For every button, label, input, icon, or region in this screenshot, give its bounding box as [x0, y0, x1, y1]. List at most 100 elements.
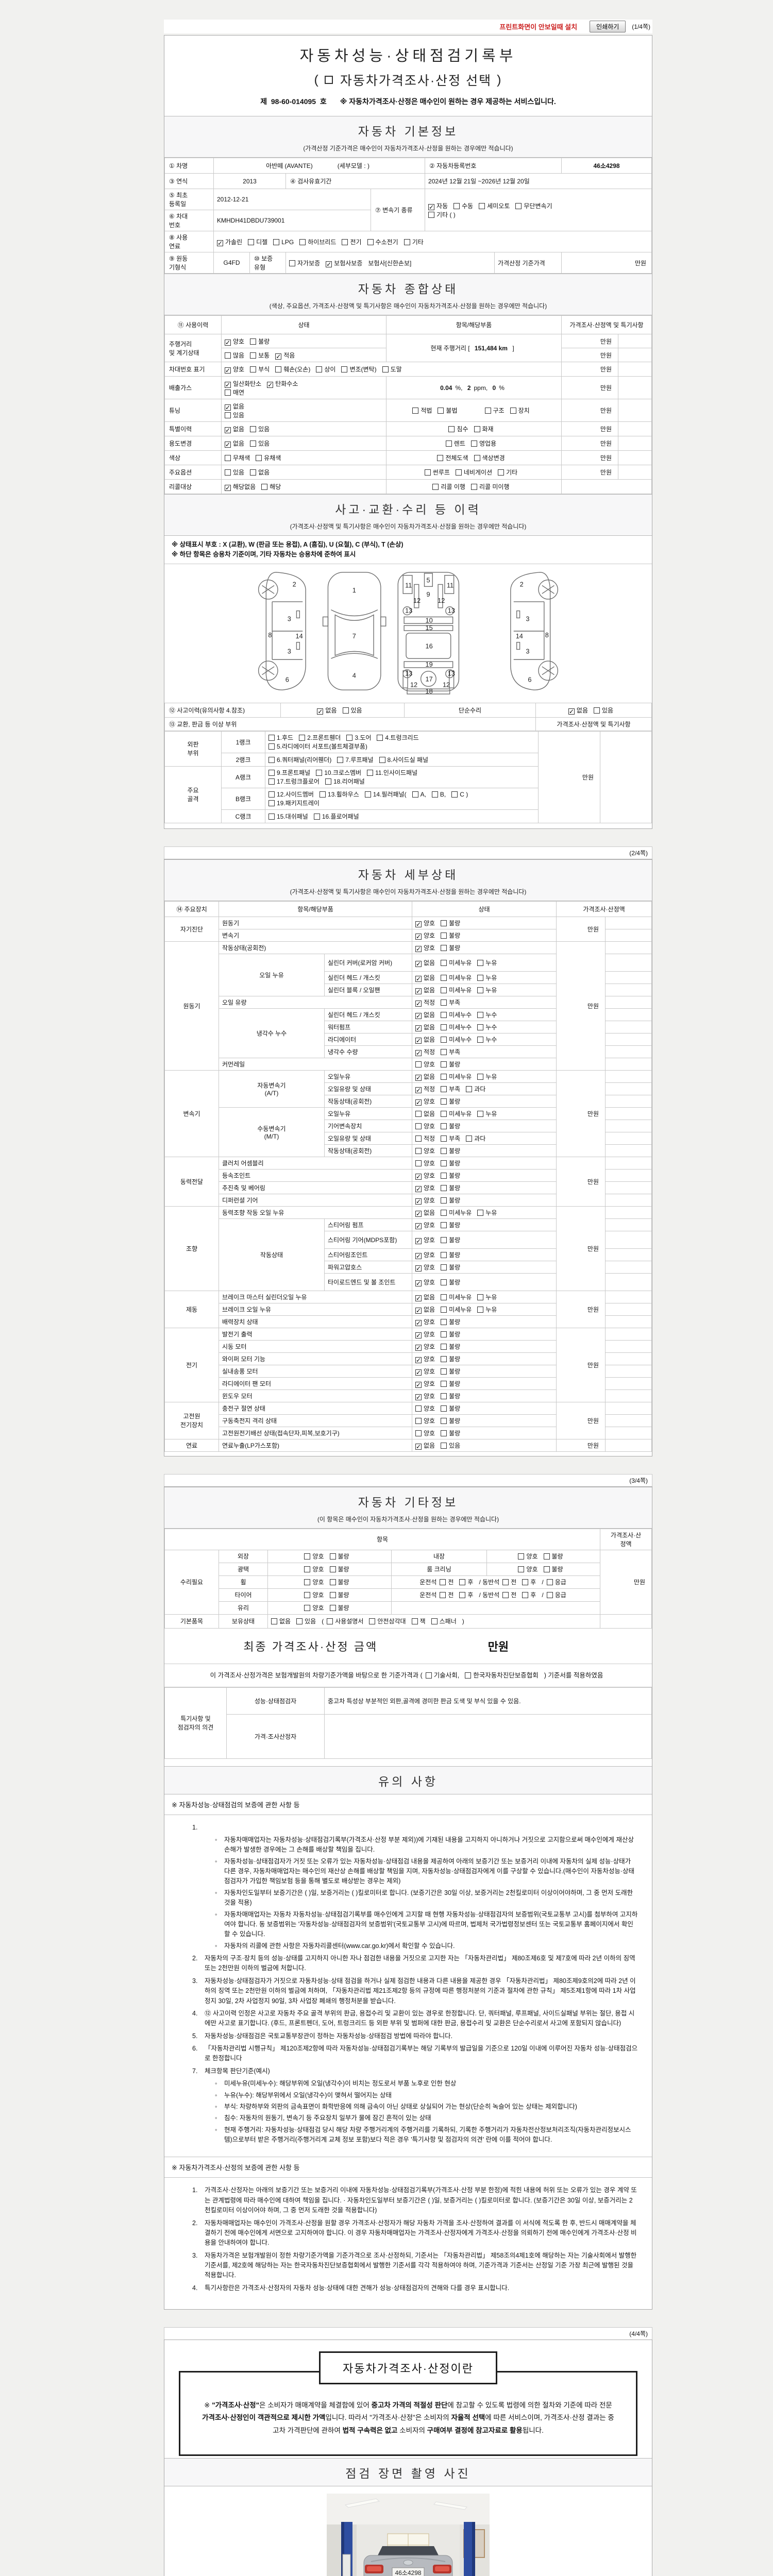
checkbox[interactable]: [225, 389, 231, 396]
checkbox[interactable]: [515, 202, 522, 209]
checkbox[interactable]: [441, 932, 447, 939]
checkbox[interactable]: [289, 260, 295, 266]
checkbox[interactable]: ✓: [326, 260, 332, 268]
checkbox[interactable]: [441, 1147, 447, 1154]
checkbox[interactable]: ✓: [415, 1012, 422, 1020]
checkbox[interactable]: [367, 770, 374, 776]
checkbox[interactable]: [369, 1618, 376, 1624]
checkbox[interactable]: [415, 1061, 422, 1067]
checkbox[interactable]: ✓: [415, 975, 422, 982]
checkbox[interactable]: [479, 202, 485, 209]
checkbox[interactable]: ✓: [415, 1037, 422, 1044]
checkbox[interactable]: [441, 1264, 447, 1270]
checkbox[interactable]: [465, 1672, 472, 1679]
checkbox[interactable]: ✓: [415, 1074, 422, 1081]
checkbox[interactable]: [404, 239, 410, 245]
checkbox[interactable]: [316, 366, 323, 372]
checkbox[interactable]: [441, 1236, 447, 1243]
checkbox[interactable]: [313, 813, 320, 820]
checkbox[interactable]: [329, 1566, 336, 1572]
checkbox[interactable]: [342, 707, 349, 714]
checkbox[interactable]: ✓: [415, 1319, 422, 1327]
checkbox[interactable]: [441, 999, 447, 1006]
checkbox[interactable]: [256, 455, 262, 461]
checkbox[interactable]: [477, 1294, 484, 1300]
checkbox[interactable]: ✓: [415, 1307, 422, 1314]
checkbox[interactable]: [466, 1135, 473, 1142]
checkbox[interactable]: [441, 1442, 447, 1449]
checkbox[interactable]: [441, 1086, 447, 1092]
checkbox[interactable]: [415, 1147, 422, 1154]
checkbox[interactable]: ✓: [415, 1294, 422, 1302]
checkbox[interactable]: [299, 735, 306, 741]
checkbox[interactable]: ✓: [568, 707, 575, 715]
checkbox[interactable]: ✓: [415, 1368, 422, 1376]
checkbox[interactable]: [445, 440, 452, 447]
checkbox[interactable]: [441, 1417, 447, 1424]
checkbox[interactable]: ✓: [415, 1086, 422, 1094]
checkbox[interactable]: [441, 1318, 447, 1325]
checkbox[interactable]: [437, 455, 444, 461]
checkbox[interactable]: [441, 1110, 447, 1117]
checkbox[interactable]: [250, 469, 257, 476]
checkbox[interactable]: [477, 1110, 484, 1117]
checkbox[interactable]: [329, 1605, 336, 1611]
checkbox[interactable]: [379, 756, 385, 763]
checkbox[interactable]: [441, 1355, 447, 1362]
checkbox[interactable]: [441, 1061, 447, 1067]
checkbox[interactable]: [415, 1135, 422, 1142]
checkbox[interactable]: ✓: [415, 1279, 422, 1287]
checkbox[interactable]: [304, 1605, 311, 1611]
checkbox[interactable]: [337, 756, 344, 763]
checkbox[interactable]: [440, 1592, 446, 1598]
checkbox[interactable]: [474, 455, 480, 461]
checkbox[interactable]: [428, 211, 435, 218]
checkbox[interactable]: [441, 1430, 447, 1436]
checkbox[interactable]: [415, 1417, 422, 1424]
checkbox[interactable]: [225, 412, 231, 418]
checkbox[interactable]: [441, 1024, 447, 1030]
checkbox[interactable]: [367, 239, 374, 245]
checkbox[interactable]: [440, 1579, 446, 1585]
checkbox[interactable]: [498, 469, 505, 476]
checkbox[interactable]: [441, 974, 447, 981]
checkbox[interactable]: [268, 770, 275, 776]
checkbox[interactable]: ✓: [415, 1197, 422, 1205]
checkbox[interactable]: [502, 1579, 509, 1585]
checkbox[interactable]: [441, 1294, 447, 1300]
checkbox[interactable]: [441, 1172, 447, 1179]
checkbox[interactable]: [225, 469, 231, 476]
checkbox[interactable]: [441, 1123, 447, 1129]
checkbox[interactable]: [424, 469, 431, 476]
checkbox[interactable]: [477, 1073, 484, 1080]
checkbox[interactable]: ✓: [415, 960, 422, 968]
checkbox[interactable]: [431, 791, 438, 798]
checkbox[interactable]: [441, 1368, 447, 1375]
checkbox[interactable]: ✓: [415, 1237, 422, 1245]
checkbox[interactable]: [451, 791, 458, 798]
checkbox[interactable]: [441, 1197, 447, 1204]
checkbox[interactable]: [510, 408, 516, 414]
checkbox[interactable]: [441, 1331, 447, 1337]
checkbox[interactable]: [477, 987, 484, 993]
checkbox[interactable]: [441, 1184, 447, 1191]
checkbox[interactable]: ✓: [415, 1264, 422, 1272]
checkbox[interactable]: [441, 1251, 447, 1258]
checkbox[interactable]: [268, 743, 275, 750]
checkbox[interactable]: [441, 944, 447, 951]
checkbox[interactable]: [441, 1279, 447, 1285]
checkbox[interactable]: [411, 1618, 418, 1624]
checkbox[interactable]: [415, 1430, 422, 1436]
checkbox[interactable]: ✓: [415, 999, 422, 1007]
checkbox[interactable]: [296, 1618, 303, 1624]
checkbox[interactable]: [261, 484, 268, 490]
checkbox[interactable]: ✓: [415, 1098, 422, 1106]
checkbox[interactable]: ✓: [415, 1356, 422, 1364]
checkbox[interactable]: [304, 1579, 311, 1585]
checkbox[interactable]: [484, 408, 491, 414]
checkbox[interactable]: [271, 1618, 277, 1624]
checkbox[interactable]: [415, 1123, 422, 1129]
checkbox[interactable]: ✓: [415, 1173, 422, 1180]
checkbox[interactable]: [412, 408, 419, 414]
checkbox[interactable]: ✓: [415, 1331, 422, 1339]
